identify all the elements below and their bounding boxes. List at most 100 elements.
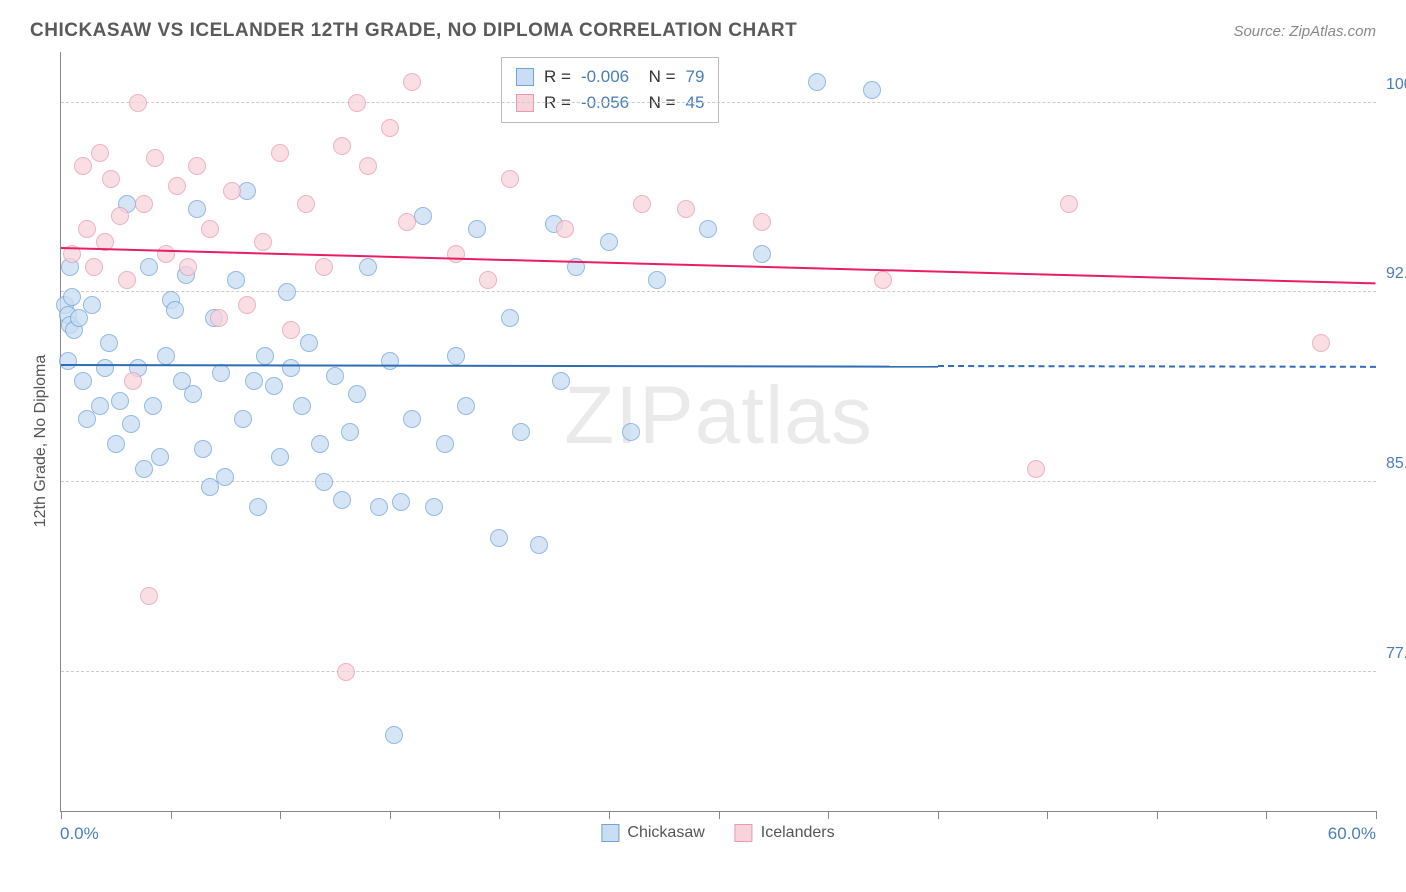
- data-point: [78, 220, 96, 238]
- data-point: [223, 182, 241, 200]
- data-point: [124, 372, 142, 390]
- x-min-label: 0.0%: [60, 824, 99, 844]
- data-point: [1060, 195, 1078, 213]
- data-point: [91, 144, 109, 162]
- data-point: [102, 170, 120, 188]
- stats-row: R = -0.006 N = 79: [516, 64, 704, 90]
- data-point: [63, 288, 81, 306]
- data-point: [184, 385, 202, 403]
- data-point: [85, 258, 103, 276]
- data-point: [135, 460, 153, 478]
- data-point: [157, 245, 175, 263]
- data-point: [74, 157, 92, 175]
- series-legend: Chickasaw Icelanders: [601, 824, 834, 842]
- data-point: [370, 498, 388, 516]
- data-point: [337, 663, 355, 681]
- swatch-icon: [516, 94, 534, 112]
- y-tick-label: 77.5%: [1386, 645, 1406, 663]
- data-point: [238, 296, 256, 314]
- data-point: [151, 448, 169, 466]
- data-point: [1027, 460, 1045, 478]
- data-point: [278, 283, 296, 301]
- data-point: [254, 233, 272, 251]
- data-point: [245, 372, 263, 390]
- data-point: [753, 245, 771, 263]
- n-label: N =: [639, 64, 675, 90]
- data-point: [300, 334, 318, 352]
- n-value: 45: [686, 90, 705, 116]
- header: CHICKASAW VS ICELANDER 12TH GRADE, NO DI…: [30, 20, 1376, 42]
- data-point: [111, 392, 129, 410]
- data-point: [333, 491, 351, 509]
- data-point: [436, 435, 454, 453]
- data-point: [74, 372, 92, 390]
- data-point: [293, 397, 311, 415]
- trend-line: [61, 247, 1376, 284]
- data-point: [188, 200, 206, 218]
- data-point: [212, 364, 230, 382]
- data-point: [447, 245, 465, 263]
- data-point: [238, 182, 256, 200]
- data-point: [166, 301, 184, 319]
- swatch-icon: [516, 68, 534, 86]
- legend-label: Icelanders: [761, 824, 835, 842]
- n-label: N =: [639, 90, 675, 116]
- data-point: [315, 473, 333, 491]
- data-point: [282, 321, 300, 339]
- data-point: [699, 220, 717, 238]
- data-point: [622, 423, 640, 441]
- gridline: [61, 291, 1376, 292]
- data-point: [188, 157, 206, 175]
- data-point: [874, 271, 892, 289]
- watermark: ZIPatlas: [564, 369, 873, 463]
- r-label: R =: [544, 90, 571, 116]
- y-tick-label: 100.0%: [1386, 76, 1406, 94]
- data-point: [282, 359, 300, 377]
- data-point: [315, 258, 333, 276]
- data-point: [403, 410, 421, 428]
- data-point: [633, 195, 651, 213]
- data-point: [398, 213, 416, 231]
- data-point: [501, 309, 519, 327]
- data-point: [600, 233, 618, 251]
- data-point: [265, 377, 283, 395]
- data-point: [457, 397, 475, 415]
- source-label: Source: ZipAtlas.com: [1233, 23, 1376, 40]
- data-point: [556, 220, 574, 238]
- chart-container: CHICKASAW VS ICELANDER 12TH GRADE, NO DI…: [0, 0, 1406, 892]
- y-axis-label: 12th Grade, No Diploma: [32, 354, 50, 527]
- chart-area: 12th Grade, No Diploma ZIPatlas R = -0.0…: [60, 52, 1376, 812]
- stats-legend: R = -0.006 N = 79 R = -0.056 N = 45: [501, 57, 719, 123]
- data-point: [479, 271, 497, 289]
- trend-line: [61, 364, 938, 368]
- data-point: [385, 726, 403, 744]
- data-point: [179, 258, 197, 276]
- data-point: [468, 220, 486, 238]
- data-point: [129, 94, 147, 112]
- data-point: [146, 149, 164, 167]
- data-point: [194, 440, 212, 458]
- data-point: [530, 536, 548, 554]
- r-label: R =: [544, 64, 571, 90]
- x-max-label: 60.0%: [1328, 824, 1376, 844]
- gridline: [61, 481, 1376, 482]
- x-axis-area: 0.0% Chickasaw Icelanders 60.0%: [60, 812, 1376, 840]
- swatch-icon: [601, 824, 619, 842]
- data-point: [348, 94, 366, 112]
- gridline: [61, 102, 1376, 103]
- r-value: -0.056: [581, 90, 629, 116]
- data-point: [216, 468, 234, 486]
- legend-item: Icelanders: [735, 824, 835, 842]
- data-point: [311, 435, 329, 453]
- data-point: [96, 359, 114, 377]
- stats-row: R = -0.056 N = 45: [516, 90, 704, 116]
- data-point: [512, 423, 530, 441]
- data-point: [381, 119, 399, 137]
- data-point: [59, 352, 77, 370]
- data-point: [297, 195, 315, 213]
- swatch-icon: [735, 824, 753, 842]
- data-point: [140, 258, 158, 276]
- n-value: 79: [686, 64, 705, 90]
- data-point: [210, 309, 228, 327]
- data-point: [271, 448, 289, 466]
